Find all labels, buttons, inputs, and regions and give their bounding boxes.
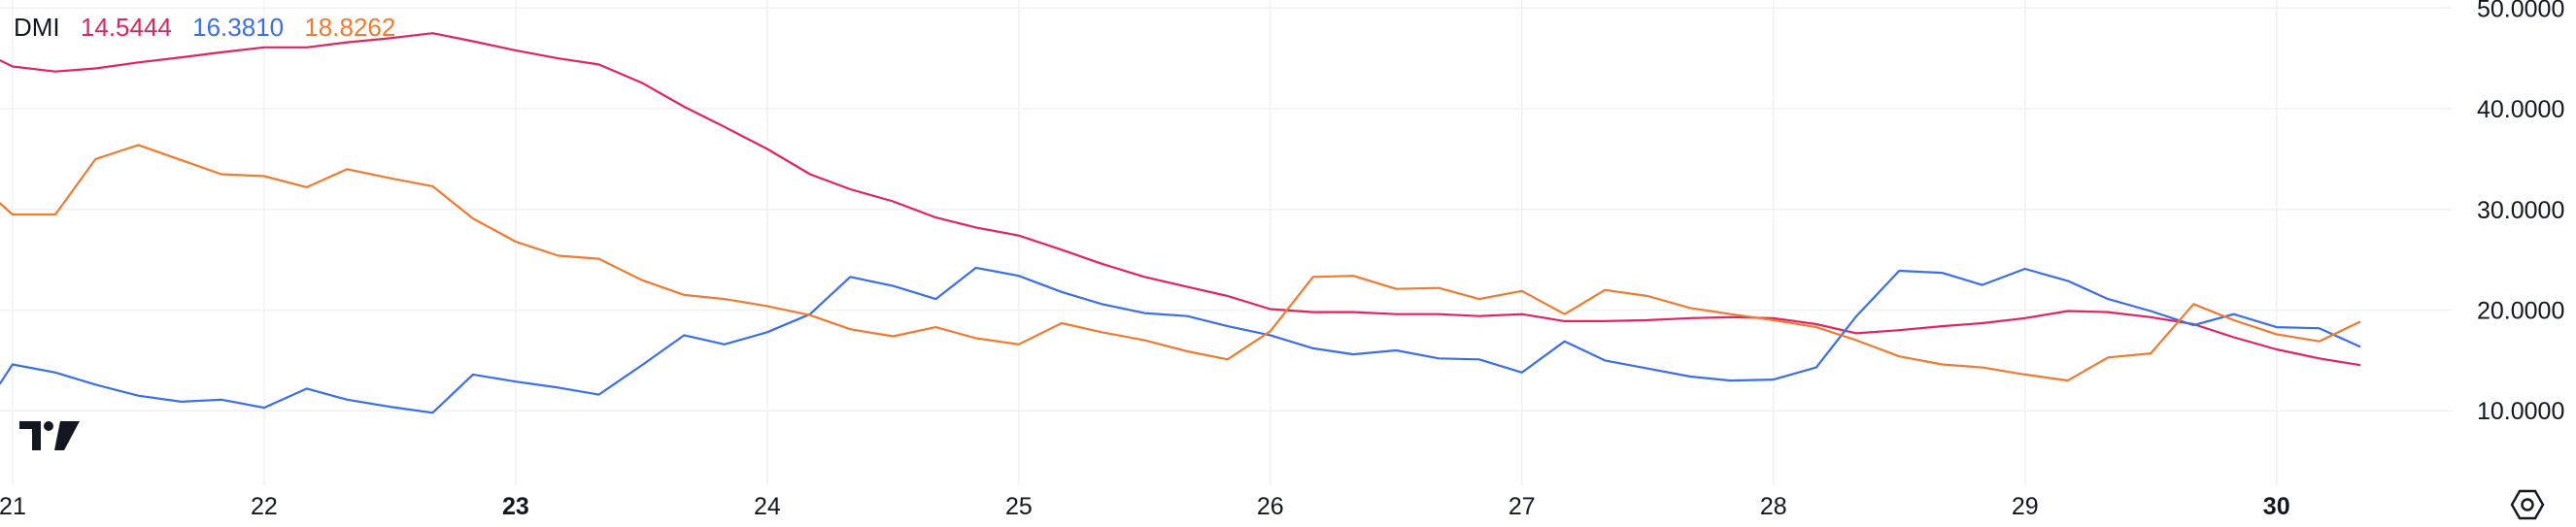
y-tick-label: 30.0000 bbox=[2477, 197, 2564, 224]
x-tick-label: 30 bbox=[2263, 493, 2290, 520]
y-tick-label: 20.0000 bbox=[2477, 298, 2564, 325]
dmi-series-line-3 bbox=[0, 144, 2361, 382]
indicator-name: DMI bbox=[14, 13, 60, 42]
legend-value-1: 14.5444 bbox=[80, 13, 172, 42]
chart-series bbox=[0, 32, 2361, 414]
indicator-legend[interactable]: DMI 14.5444 16.3810 18.8262 bbox=[14, 12, 409, 43]
x-tick-label: 21 bbox=[0, 493, 26, 520]
settings-icon[interactable] bbox=[2510, 487, 2545, 527]
x-tick-label: 27 bbox=[1508, 493, 1536, 520]
x-tick-label: 25 bbox=[1005, 493, 1033, 520]
dmi-series-line-1 bbox=[0, 32, 2361, 367]
x-tick-label: 26 bbox=[1257, 493, 1284, 520]
chart-grid bbox=[0, 0, 2453, 485]
x-tick-label: 23 bbox=[502, 493, 529, 520]
x-tick-label: 24 bbox=[754, 493, 781, 520]
x-tick-label: 28 bbox=[1760, 493, 1787, 520]
tradingview-logo-icon[interactable] bbox=[19, 419, 82, 459]
legend-value-2: 16.3810 bbox=[192, 13, 285, 42]
y-axis: 10.0000 20.0000 30.0000 40.0000 50.0000 bbox=[2477, 0, 2564, 425]
dmi-series-line-2 bbox=[0, 266, 2361, 414]
y-tick-label: 50.0000 bbox=[2477, 0, 2564, 22]
legend-value-3: 18.8262 bbox=[304, 13, 396, 42]
x-axis: 21 22 23 24 25 26 27 28 29 30 bbox=[0, 493, 2290, 520]
y-tick-label: 10.0000 bbox=[2477, 398, 2564, 425]
x-tick-label: 22 bbox=[251, 493, 278, 520]
y-tick-label: 40.0000 bbox=[2477, 96, 2564, 123]
x-tick-label: 29 bbox=[2012, 493, 2039, 520]
